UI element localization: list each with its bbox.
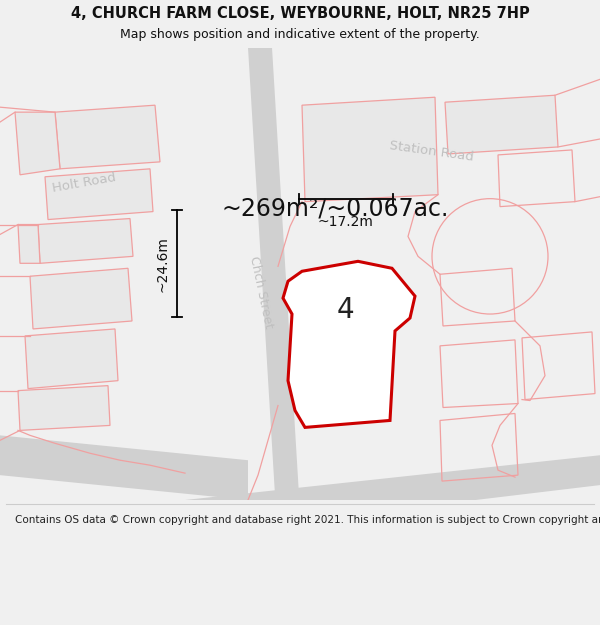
Polygon shape [45,169,153,219]
Polygon shape [15,112,60,175]
Text: Map shows position and indicative extent of the property.: Map shows position and indicative extent… [120,28,480,41]
Polygon shape [18,224,40,263]
Text: 4: 4 [336,296,354,324]
Polygon shape [25,329,118,389]
Polygon shape [30,268,132,329]
Polygon shape [38,219,133,263]
Polygon shape [283,261,415,428]
Text: ~24.6m: ~24.6m [156,236,170,291]
Text: Station Road: Station Road [389,139,475,164]
Polygon shape [248,48,302,545]
Polygon shape [445,95,558,154]
Polygon shape [55,105,160,169]
Text: Chch Street: Chch Street [247,254,275,329]
Text: Contains OS data © Crown copyright and database right 2021. This information is : Contains OS data © Crown copyright and d… [15,515,600,525]
Text: ~269m²/~0.067ac.: ~269m²/~0.067ac. [222,196,449,220]
Polygon shape [18,386,110,431]
Polygon shape [0,436,248,500]
Text: Holt Road: Holt Road [51,171,117,195]
Polygon shape [302,98,438,202]
Polygon shape [185,455,600,535]
Text: 4, CHURCH FARM CLOSE, WEYBOURNE, HOLT, NR25 7HP: 4, CHURCH FARM CLOSE, WEYBOURNE, HOLT, N… [71,6,529,21]
Text: ~17.2m: ~17.2m [318,215,374,229]
